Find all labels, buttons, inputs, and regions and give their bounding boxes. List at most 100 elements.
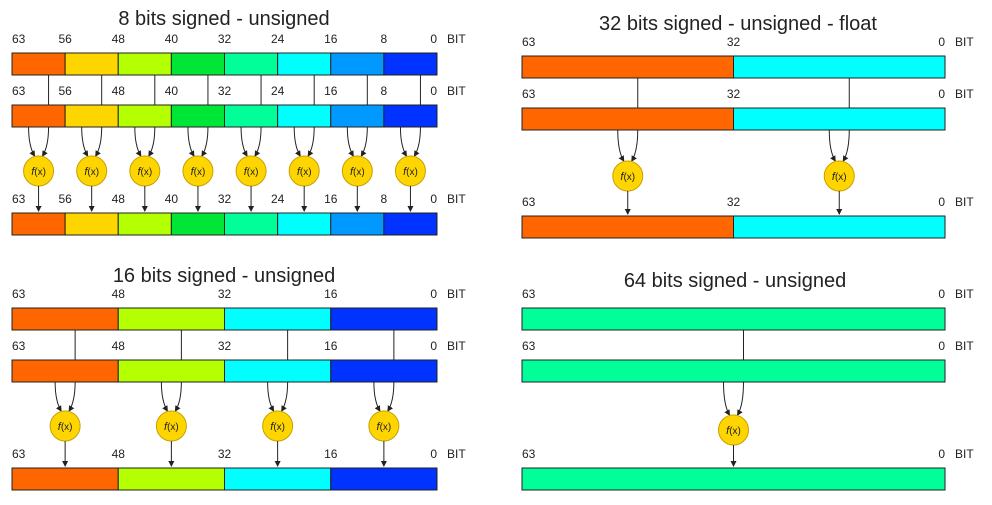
bit-label: 8 bbox=[381, 84, 388, 98]
lane-segment bbox=[64, 104, 119, 128]
connector-b bbox=[160, 381, 168, 412]
connector-b bbox=[240, 126, 248, 157]
bit-label: 24 bbox=[271, 32, 285, 46]
function-name: f bbox=[84, 166, 88, 178]
lane-segment bbox=[64, 212, 119, 236]
bit-label: 24 bbox=[271, 192, 285, 206]
function-name: f bbox=[137, 166, 141, 178]
bit-label: 24 bbox=[271, 84, 285, 98]
lane-segment bbox=[521, 359, 946, 383]
lane-function: f(x) bbox=[129, 75, 161, 212]
connector-a bbox=[736, 381, 744, 416]
lane-function: f(x) bbox=[288, 75, 320, 212]
lane-segment bbox=[330, 467, 438, 491]
source-register-b: 63 48 32 16 0 BIT bbox=[11, 339, 466, 383]
bit-label: 40 bbox=[165, 192, 179, 206]
panel-16bit: 16 bits signed - unsigned 63 48 32 16 0 BIT 63 4… bbox=[11, 265, 466, 491]
lane-segment bbox=[330, 212, 385, 236]
bit-label-end: 0 bbox=[430, 339, 437, 353]
function-arg: (x) bbox=[61, 422, 73, 433]
function-arg: (x) bbox=[247, 167, 259, 178]
bit-label: 16 bbox=[324, 32, 338, 46]
function-name: f bbox=[191, 166, 195, 178]
bit-label: 63 bbox=[522, 195, 536, 209]
connector-a bbox=[360, 126, 368, 157]
connector-b bbox=[828, 129, 836, 162]
bit-label: 48 bbox=[112, 192, 126, 206]
function-label: f(x) bbox=[58, 421, 73, 433]
connector-a bbox=[842, 129, 850, 162]
bit-label: 40 bbox=[165, 32, 179, 46]
bit-label-end: 0 bbox=[430, 84, 437, 98]
lane-segment bbox=[117, 104, 172, 128]
bit-unit-label: BIT bbox=[447, 447, 466, 461]
function-name: f bbox=[832, 171, 836, 183]
function-arg: (x) bbox=[141, 167, 153, 178]
function-name: f bbox=[244, 166, 248, 178]
bit-label: 32 bbox=[727, 87, 741, 101]
lane-segment bbox=[330, 104, 385, 128]
bit-label-end: 0 bbox=[430, 32, 437, 46]
bit-label: 32 bbox=[218, 339, 232, 353]
lane-segment bbox=[170, 212, 225, 236]
bit-unit-label: BIT bbox=[447, 339, 466, 353]
function-label: f(x) bbox=[620, 171, 635, 183]
lane-segment bbox=[330, 359, 438, 383]
function-arg: (x) bbox=[406, 167, 418, 178]
function-name: f bbox=[297, 166, 301, 178]
result-register: 63 0 BIT bbox=[521, 447, 974, 491]
bit-unit-label: BIT bbox=[447, 84, 466, 98]
lane-function: f(x) bbox=[182, 75, 214, 212]
bit-label: 32 bbox=[218, 287, 232, 301]
function-name: f bbox=[726, 425, 730, 437]
lane-segment bbox=[330, 307, 438, 331]
result-register: 63 32 0 BIT bbox=[521, 195, 974, 239]
bit-unit-label: BIT bbox=[955, 447, 974, 461]
bit-label: 63 bbox=[522, 447, 536, 461]
lane-segment bbox=[521, 107, 734, 131]
function-name: f bbox=[620, 171, 624, 183]
connector-b bbox=[399, 126, 407, 157]
bit-label: 63 bbox=[522, 339, 536, 353]
lane-function: f(x) bbox=[341, 75, 373, 212]
function-arg: (x) bbox=[167, 422, 179, 433]
bit-label: 8 bbox=[381, 32, 388, 46]
connector-a bbox=[68, 381, 76, 412]
function-arg: (x) bbox=[380, 422, 392, 433]
lane-segment bbox=[224, 467, 332, 491]
bit-unit-label: BIT bbox=[447, 32, 466, 46]
panel-title: 32 bits signed - unsigned - float bbox=[599, 13, 877, 35]
panel-32bit: 32 bits signed - unsigned - float 63 32 0 BI… bbox=[521, 13, 974, 239]
lane-segment bbox=[277, 104, 332, 128]
bit-label: 48 bbox=[112, 447, 126, 461]
function-label: f(x) bbox=[244, 166, 259, 178]
bit-label-end: 0 bbox=[430, 447, 437, 461]
function-label: f(x) bbox=[137, 166, 152, 178]
function-name: f bbox=[377, 421, 381, 433]
lane-segment bbox=[521, 215, 734, 239]
result-register: 63 48 32 16 0 BIT bbox=[11, 447, 466, 491]
bit-label: 63 bbox=[522, 35, 536, 49]
connector-b bbox=[134, 126, 142, 157]
function-label: f(x) bbox=[31, 166, 46, 178]
bit-unit-label: BIT bbox=[955, 87, 974, 101]
bit-label: 32 bbox=[727, 35, 741, 49]
lane-function: f(x) bbox=[612, 78, 644, 215]
bit-label: 32 bbox=[218, 192, 232, 206]
connector-b bbox=[617, 129, 625, 162]
lane-segment bbox=[521, 307, 946, 331]
lane-function: f(x) bbox=[235, 75, 267, 212]
connector-b bbox=[723, 381, 731, 416]
bit-unit-label: BIT bbox=[955, 339, 974, 353]
bit-unit-label: BIT bbox=[447, 192, 466, 206]
connector-a bbox=[254, 126, 262, 157]
lane-segment bbox=[224, 307, 332, 331]
lane-segment bbox=[11, 467, 119, 491]
lane-segment bbox=[170, 52, 225, 76]
lane-segment bbox=[11, 104, 66, 128]
bit-label: 56 bbox=[58, 192, 72, 206]
bit-unit-label: BIT bbox=[447, 287, 466, 301]
function-arg: (x) bbox=[87, 167, 99, 178]
function-label: f(x) bbox=[726, 425, 741, 437]
